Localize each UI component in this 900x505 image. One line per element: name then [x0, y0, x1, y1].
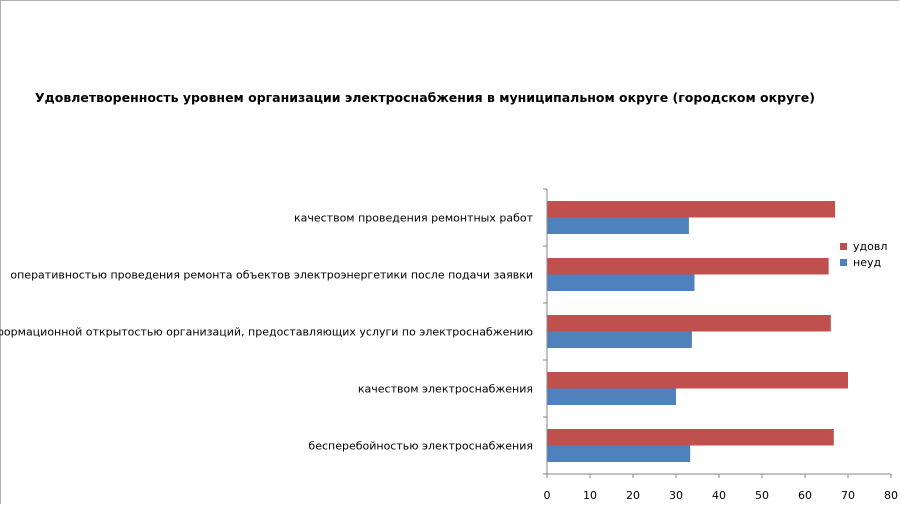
legend-swatch-neud	[840, 258, 847, 266]
bar-udovl-0	[547, 429, 834, 446]
x-tick-label-3: 30	[669, 489, 683, 502]
legend: удовл неуд	[840, 238, 887, 270]
legend-label-udovl: удовл	[853, 239, 888, 253]
legend-label-neud: неуд	[853, 255, 882, 269]
bar-neud-2	[547, 331, 692, 348]
x-tick-label-4: 40	[712, 489, 726, 502]
legend-swatch-udovl	[840, 242, 847, 250]
x-tick-label-8: 80	[884, 489, 898, 502]
legend-item-neud: неуд	[840, 254, 887, 270]
bar-neud-1	[547, 388, 676, 405]
bar-udovl-4	[547, 201, 836, 218]
bar-neud-3	[547, 274, 695, 291]
x-tick-label-6: 60	[798, 489, 812, 502]
x-tick-label-0: 0	[544, 489, 551, 502]
bar-neud-0	[547, 445, 691, 462]
x-tick-label-2: 20	[626, 489, 640, 502]
category-label-2: информационной открытостью организаций, …	[0, 326, 533, 339]
category-label-1: качеством электроснабжения	[358, 383, 533, 396]
x-tick-label-1: 10	[583, 489, 597, 502]
category-label-4: качеством проведения ремонтных работ	[294, 212, 534, 225]
chart-title: Удовлетворенность уровнем организации эл…	[35, 90, 815, 105]
legend-item-udovl: удовл	[840, 238, 887, 254]
bar-udovl-3	[547, 258, 829, 275]
category-label-3: оперативностью проведения ремонта объект…	[10, 269, 533, 282]
x-tick-label-5: 50	[755, 489, 769, 502]
bar-udovl-2	[547, 315, 831, 332]
x-tick-label-7: 70	[841, 489, 855, 502]
bar-udovl-1	[547, 372, 848, 389]
category-label-0: бесперебойностью электроснабжения	[308, 440, 533, 453]
bar-neud-4	[547, 217, 689, 234]
